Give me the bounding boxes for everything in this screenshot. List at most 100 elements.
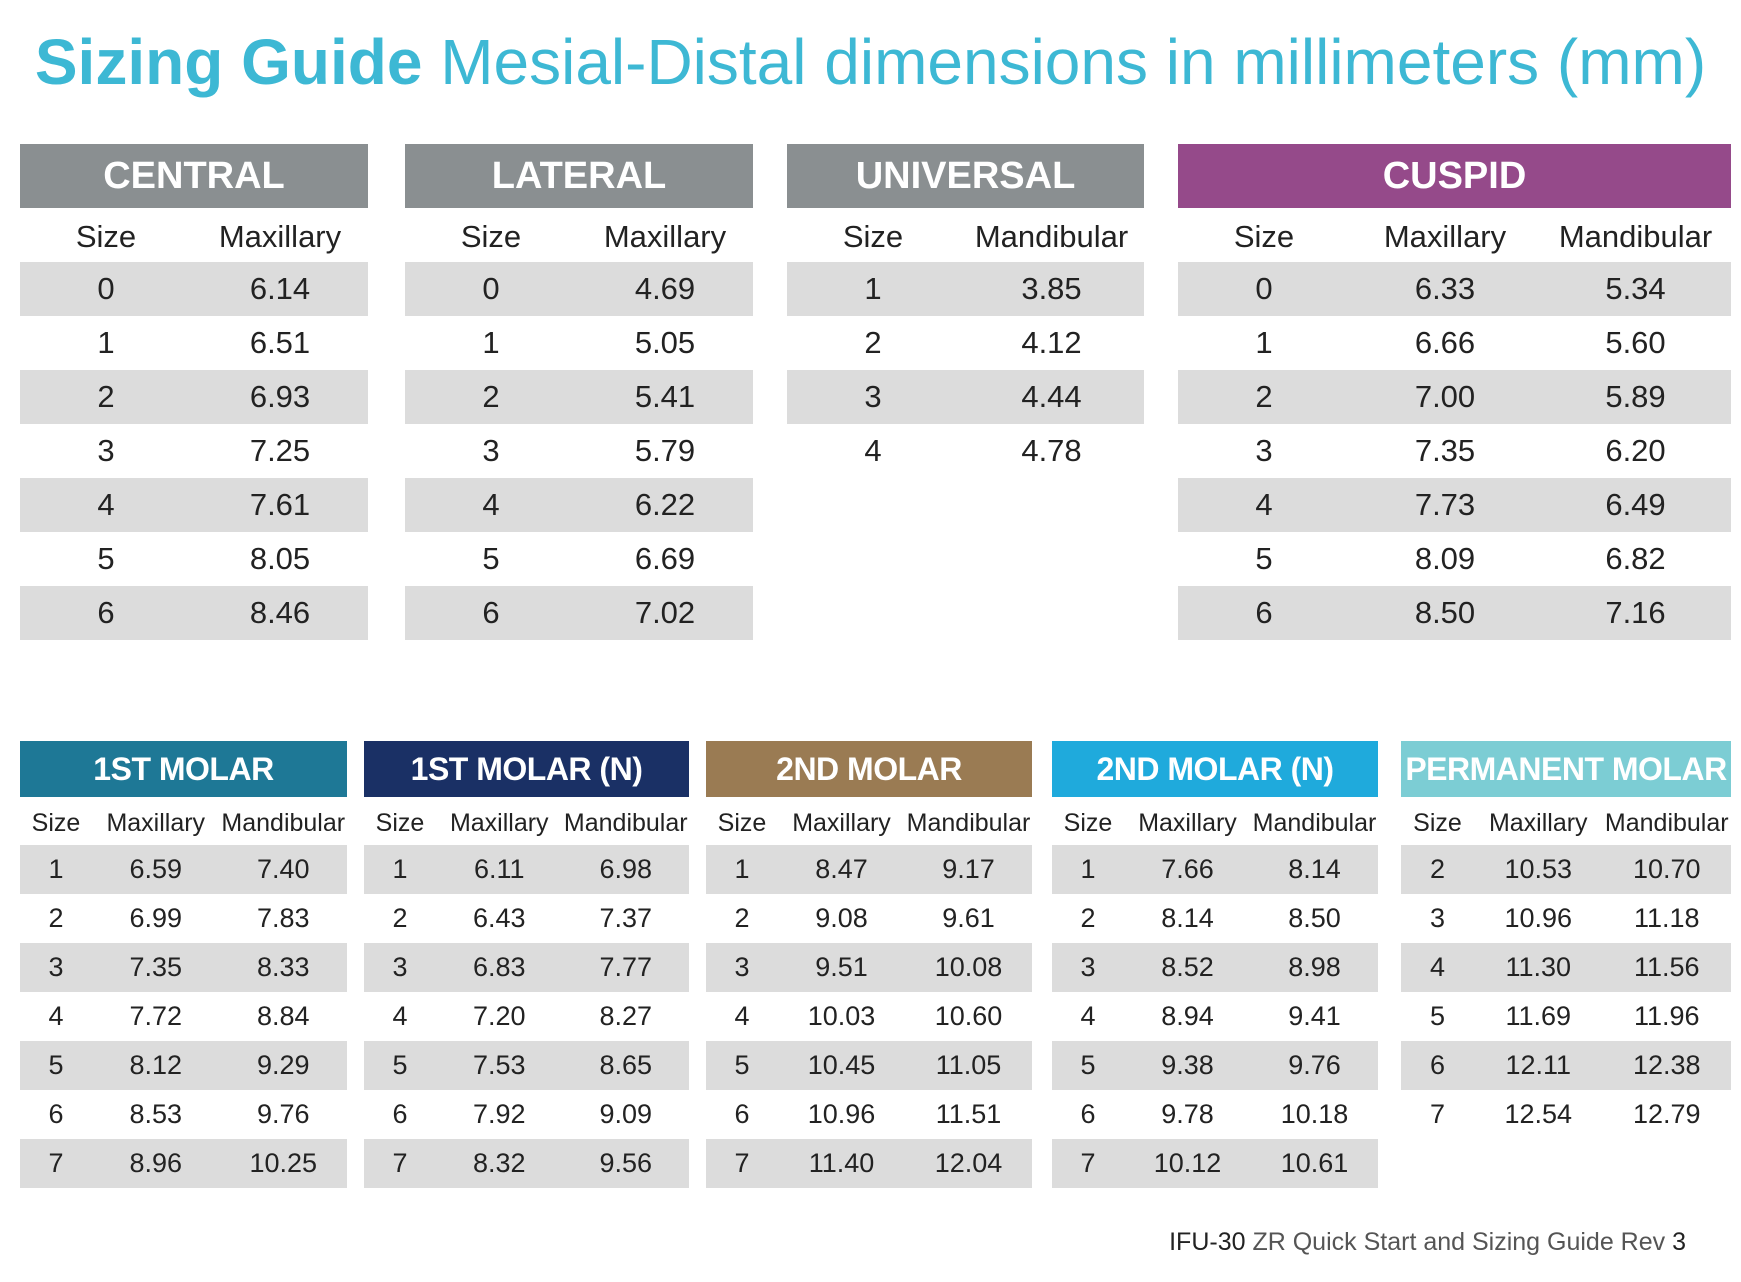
table-header: UNIVERSAL [787,144,1144,208]
size-cell: 1 [482,325,500,360]
dimension-cell: 12.54 [1504,1099,1573,1129]
size-cell: 6 [1255,595,1273,630]
dimension-cell: 7.25 [249,433,311,468]
size-cell: 5 [392,1050,408,1080]
dimension-cell: 6.69 [634,541,696,576]
dimension-cell: 7.35 [129,952,183,982]
dimension-cell: 5.60 [1605,325,1666,360]
size-cell: 3 [97,433,115,468]
dimension-cell: 7.83 [256,903,310,933]
column-headers: Size Maxillary Mandibular [706,797,1032,845]
size-cell: 4 [1080,1001,1096,1031]
table-row: 1 8.47 9.17 [706,845,1032,894]
footer-page: 3 [1672,1228,1686,1256]
size-cell: 3 [48,952,64,982]
dimension-cell: 9.51 [815,952,868,982]
size-cell: 2 [97,379,115,414]
table-row: 7 8.32 9.56 [364,1139,689,1188]
table-universal: UNIVERSAL Size Mandibular 1 3.85 2 4.12 3 4.44 4 4… [787,144,1144,478]
size-cell: 3 [1429,903,1446,933]
dimension-cell: 12.11 [1505,1050,1572,1080]
title-subtitle: Mesial-Distal dimensions in millimeters … [440,26,1707,98]
table-row: 5 10.45 11.05 [706,1041,1032,1090]
column-headers: Size Maxillary Mandibular [1178,208,1731,262]
dimension-cell: 9.61 [942,903,995,933]
dimension-cell: 7.72 [129,1001,183,1031]
column-header: Mandibular [221,809,346,837]
table-row: 3 4.44 [787,370,1144,424]
size-cell: 3 [482,433,500,468]
column-header: Maxillary [218,219,342,254]
dimension-cell: 6.33 [1414,271,1476,306]
table-row: 5 6.69 [405,532,753,586]
dimension-cell: 11.18 [1633,903,1700,933]
table-row: 3 7.35 8.33 [20,943,347,992]
column-header: Maxillary [1383,219,1507,254]
table-row: 1 6.59 7.40 [20,845,347,894]
table-row: 3 9.51 10.08 [706,943,1032,992]
table-row: 4 7.73 6.49 [1178,478,1731,532]
dimension-cell: 11.96 [1633,1001,1700,1031]
table-row: 4 6.22 [405,478,753,532]
size-cell: 7 [392,1148,408,1178]
size-cell: 5 [1429,1001,1446,1031]
dimension-cell: 8.84 [256,1001,310,1031]
dimension-cell: 8.32 [472,1148,526,1178]
dimension-cell: 9.29 [256,1050,310,1080]
dimension-cell: 10.61 [1280,1148,1349,1178]
dimension-cell: 10.70 [1632,854,1701,884]
column-header: Size [1413,809,1462,837]
table-header: CUSPID [1178,144,1731,208]
dimension-cell: 9.38 [1161,1050,1214,1080]
dimension-cell: 8.46 [249,595,311,630]
dimension-cell: 11.56 [1633,952,1700,982]
size-cell: 3 [1255,433,1273,468]
dimension-cell: 9.41 [1288,1001,1341,1031]
size-cell: 5 [97,541,115,576]
dimension-cell: 10.53 [1504,854,1573,884]
table-2nd-molar-n: 2ND MOLAR (N) Size Maxillary Mandibular 1 7.6… [1052,741,1378,1188]
table-central: CENTRAL Size Maxillary 0 6.14 1 6.51 2 6.93 3 7.25… [20,144,368,640]
table-row: 6 7.92 9.09 [364,1090,689,1139]
table-row: 3 7.25 [20,424,368,478]
dimension-cell: 6.49 [1605,487,1666,522]
size-cell: 0 [1255,271,1273,306]
table-row: 1 3.85 [787,262,1144,316]
table-lateral: LATERAL Size Maxillary 0 4.69 1 5.05 2 5.41 3 5.79… [405,144,753,640]
size-cell: 5 [482,541,500,576]
table-row: 5 11.69 11.96 [1401,992,1731,1041]
table-row: 1 7.66 8.14 [1052,845,1378,894]
table-header: PERMANENT MOLAR [1401,741,1731,797]
dimension-cell: 5.41 [634,379,696,414]
dimension-cell: 8.94 [1161,1001,1214,1031]
dimension-cell: 6.59 [129,854,183,884]
table-row: 4 8.94 9.41 [1052,992,1378,1041]
table-row: 2 4.12 [787,316,1144,370]
dimension-cell: 8.98 [1288,952,1341,982]
size-cell: 3 [392,952,408,982]
size-cell: 2 [1080,903,1096,933]
size-cell: 4 [48,1001,64,1031]
dimension-cell: 8.52 [1161,952,1214,982]
dimension-cell: 7.40 [256,854,310,884]
table-row: 1 5.05 [405,316,753,370]
table-header: CENTRAL [20,144,368,208]
table-row: 4 10.03 10.60 [706,992,1032,1041]
size-cell: 2 [482,379,500,414]
size-cell: 1 [864,271,882,306]
size-cell: 1 [1255,325,1273,360]
size-cell: 2 [1255,379,1273,414]
size-cell: 7 [1429,1099,1446,1129]
dimension-cell: 11.69 [1505,1001,1572,1031]
size-cell: 6 [1429,1050,1446,1080]
dimension-cell: 10.96 [1504,903,1573,933]
column-headers: Size Maxillary Mandibular [364,797,689,845]
size-cell: 4 [864,433,882,468]
table-row: 5 7.53 8.65 [364,1041,689,1090]
table-row: 4 7.72 8.84 [20,992,347,1041]
dimension-cell: 12.04 [934,1148,1003,1178]
column-header: Maxillary [106,809,206,837]
table-row: 6 7.02 [405,586,753,640]
column-header: Size [375,809,425,837]
table-header: 2ND MOLAR (N) [1052,741,1378,797]
